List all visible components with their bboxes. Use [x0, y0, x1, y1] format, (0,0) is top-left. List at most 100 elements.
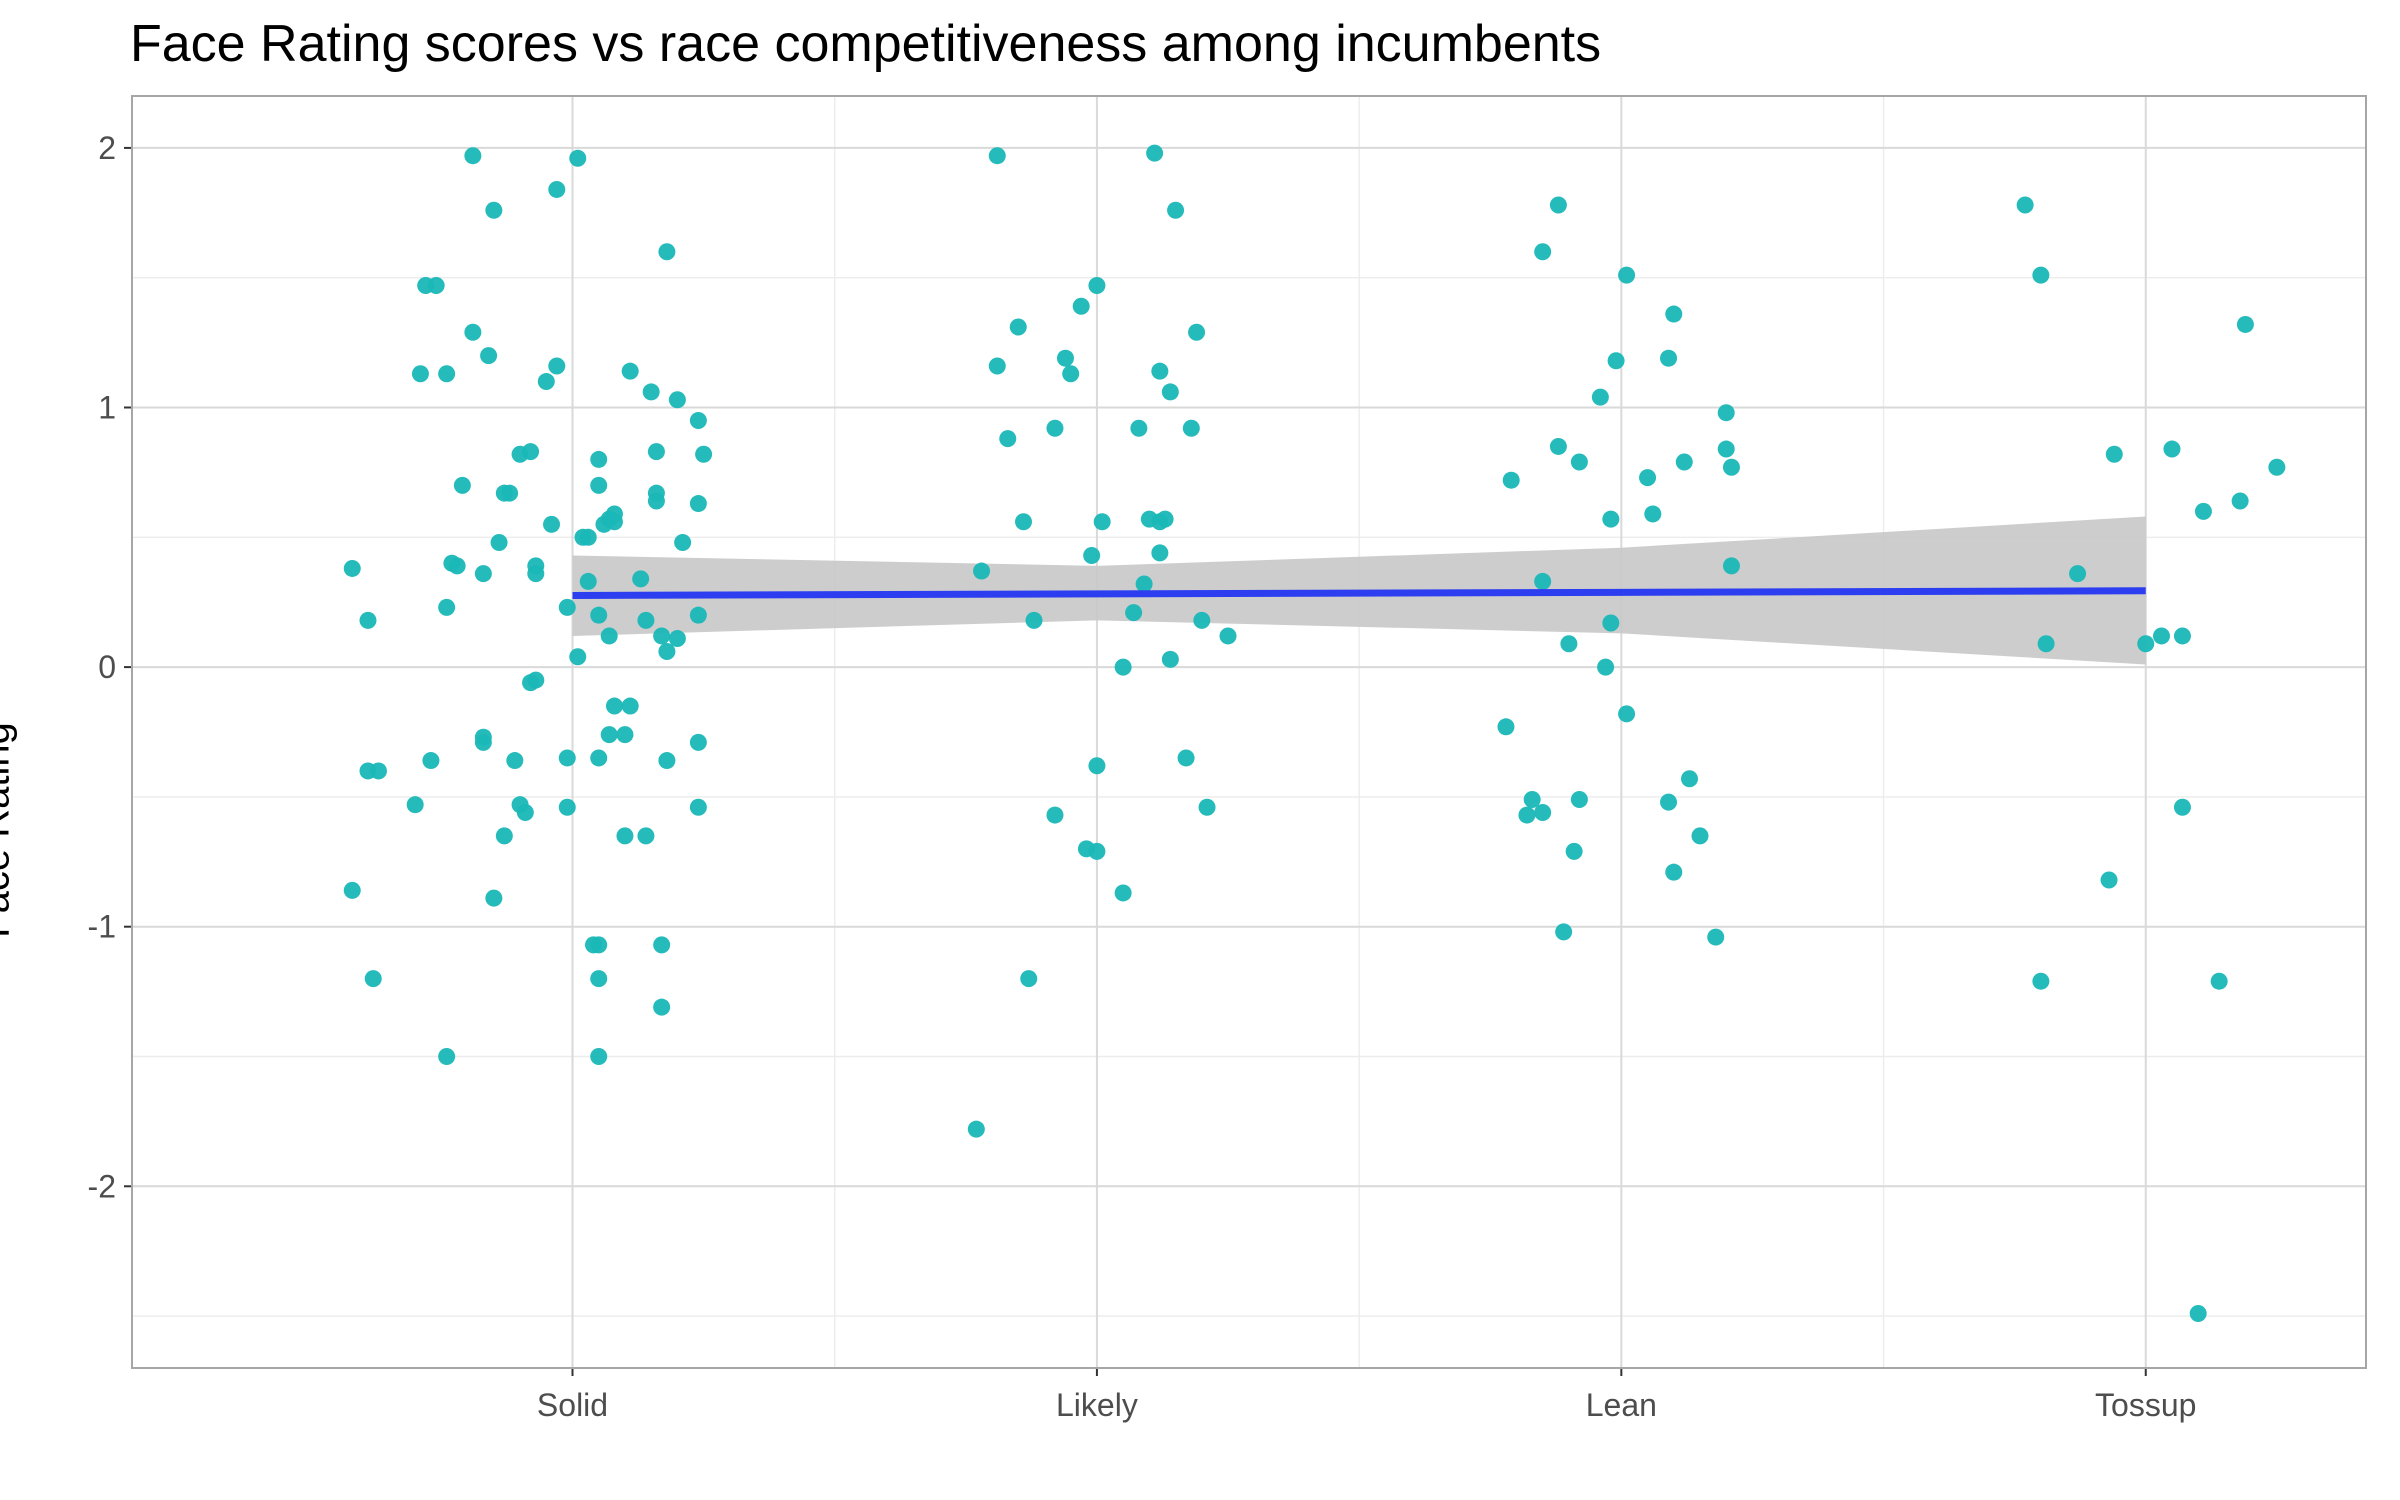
data-point: [474, 565, 492, 583]
data-point: [1722, 557, 1740, 575]
data-point: [658, 243, 676, 261]
data-point: [579, 572, 597, 590]
data-point: [1125, 604, 1143, 622]
data-point: [1072, 297, 1090, 315]
data-point: [522, 443, 540, 461]
data-point: [1198, 798, 1216, 816]
data-point: [590, 749, 608, 767]
data-point: [1717, 440, 1735, 458]
data-point: [1681, 770, 1699, 788]
data-point: [369, 762, 387, 780]
data-point: [411, 365, 429, 383]
data-point: [474, 728, 492, 746]
data-point: [2173, 798, 2191, 816]
data-point: [1088, 757, 1106, 775]
data-point: [480, 347, 498, 365]
data-point: [1607, 352, 1625, 370]
y-tick-label: -1: [88, 909, 116, 945]
data-point: [1644, 505, 1662, 523]
data-point: [516, 803, 534, 821]
data-point: [653, 998, 671, 1016]
data-point: [448, 557, 466, 575]
data-point: [1534, 243, 1552, 261]
data-point: [642, 383, 660, 401]
data-point: [548, 357, 566, 375]
data-point: [1602, 510, 1620, 528]
data-point: [2100, 871, 2118, 889]
data-point: [590, 936, 608, 954]
data-point: [1088, 842, 1106, 860]
data-point: [1151, 362, 1169, 380]
data-point: [1015, 513, 1033, 531]
data-point: [527, 565, 545, 583]
data-point: [453, 476, 471, 494]
data-point: [558, 598, 576, 616]
data-point: [438, 598, 456, 616]
data-point: [364, 970, 382, 988]
data-point: [1177, 749, 1195, 767]
data-point: [1167, 201, 1185, 219]
data-point: [653, 936, 671, 954]
data-point: [967, 1120, 985, 1138]
data-point: [637, 827, 655, 845]
data-point: [689, 411, 707, 429]
data-point: [689, 798, 707, 816]
data-point: [1009, 318, 1027, 336]
data-point: [1083, 546, 1101, 564]
data-point: [1549, 196, 1567, 214]
data-point: [1618, 266, 1636, 284]
data-point: [1570, 790, 1588, 808]
data-point: [1597, 658, 1615, 676]
data-point: [495, 827, 513, 845]
data-point: [1555, 923, 1573, 941]
data-point: [1188, 323, 1206, 341]
data-point: [1219, 627, 1237, 645]
data-point: [1114, 884, 1132, 902]
data-point: [1151, 544, 1169, 562]
data-point: [605, 513, 623, 531]
data-point: [1020, 970, 1038, 988]
data-point: [1156, 510, 1174, 528]
data-point: [590, 970, 608, 988]
data-point: [537, 373, 555, 391]
data-point: [2231, 492, 2249, 510]
data-point: [2032, 266, 2050, 284]
x-tick-label: Likely: [1056, 1387, 1138, 1423]
data-point: [1046, 419, 1064, 437]
data-point: [2152, 627, 2170, 645]
data-point: [464, 147, 482, 165]
data-point: [464, 323, 482, 341]
data-point: [1570, 453, 1588, 471]
data-point: [485, 889, 503, 907]
data-point: [689, 606, 707, 624]
data-point: [422, 752, 440, 770]
data-point: [973, 562, 991, 580]
data-point: [2137, 635, 2155, 653]
data-point: [1135, 575, 1153, 593]
data-point: [988, 147, 1006, 165]
data-point: [2268, 458, 2286, 476]
data-point: [590, 476, 608, 494]
data-point: [1161, 383, 1179, 401]
data-point: [2194, 502, 2212, 520]
grid: [132, 96, 2366, 1368]
data-point: [558, 798, 576, 816]
data-point: [590, 1047, 608, 1065]
data-point: [1660, 793, 1678, 811]
data-point: [2163, 440, 2181, 458]
y-tick-label: 2: [98, 130, 116, 166]
data-point: [359, 611, 377, 629]
data-point: [1062, 365, 1080, 383]
x-tick-label: Tossup: [2095, 1387, 2196, 1423]
data-point: [621, 697, 639, 715]
trend-line-layer: [572, 587, 2146, 599]
data-point: [600, 726, 618, 744]
data-point: [988, 357, 1006, 375]
data-point: [1114, 658, 1132, 676]
data-point: [1665, 305, 1683, 323]
data-point: [543, 515, 561, 533]
axes: 2 1 0 -1 -2 Solid Likely Lean Tossup: [88, 130, 2197, 1423]
y-axis-title: Face Rating: [0, 722, 18, 938]
data-point: [668, 391, 686, 409]
data-point: [1691, 827, 1709, 845]
